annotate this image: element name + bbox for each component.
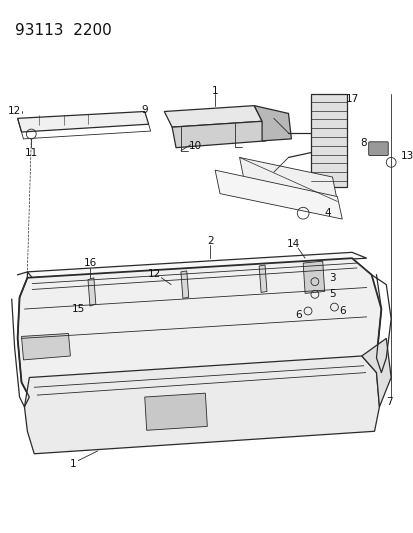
Text: 3: 3 — [328, 273, 335, 282]
Polygon shape — [88, 278, 95, 306]
Polygon shape — [18, 258, 380, 397]
Text: 14: 14 — [286, 239, 299, 249]
Text: 12: 12 — [8, 106, 21, 116]
Polygon shape — [361, 338, 390, 407]
Polygon shape — [164, 106, 261, 127]
Polygon shape — [145, 393, 207, 430]
Text: 11: 11 — [25, 148, 38, 158]
Polygon shape — [21, 334, 70, 360]
Text: 12: 12 — [147, 269, 161, 279]
FancyBboxPatch shape — [368, 142, 387, 156]
Polygon shape — [27, 252, 366, 278]
Text: 93113  2200: 93113 2200 — [14, 23, 111, 38]
Text: 10: 10 — [189, 141, 202, 151]
Text: 4: 4 — [323, 208, 330, 218]
Polygon shape — [180, 271, 188, 298]
Text: 1: 1 — [211, 86, 218, 96]
Polygon shape — [254, 106, 291, 141]
Polygon shape — [239, 157, 337, 201]
Text: 2: 2 — [206, 236, 213, 246]
Text: 1: 1 — [70, 458, 76, 469]
Polygon shape — [259, 265, 266, 293]
Text: 16: 16 — [83, 258, 96, 268]
Text: 8: 8 — [360, 138, 366, 148]
Text: 5: 5 — [328, 289, 335, 300]
Polygon shape — [172, 122, 266, 148]
Polygon shape — [24, 356, 379, 454]
Polygon shape — [302, 261, 324, 293]
Text: 9: 9 — [141, 104, 148, 115]
Text: 17: 17 — [344, 94, 358, 104]
Text: 7: 7 — [385, 397, 392, 407]
Text: 6: 6 — [294, 310, 301, 320]
Text: 13: 13 — [400, 150, 413, 160]
Text: 6: 6 — [338, 306, 345, 316]
Text: 15: 15 — [71, 304, 85, 314]
Polygon shape — [18, 111, 148, 132]
Bar — [310, 94, 347, 187]
Polygon shape — [215, 170, 342, 219]
